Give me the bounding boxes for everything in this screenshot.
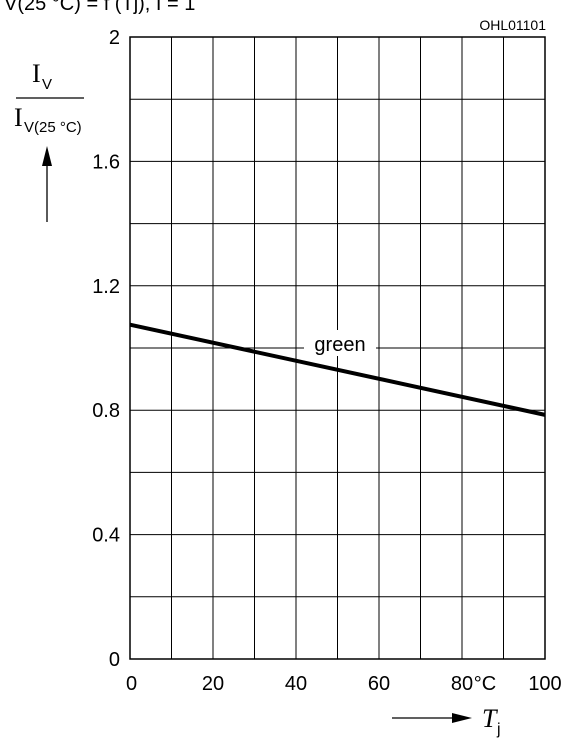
y-axis-ticks: 0 0.4 0.8 1.2 1.6 2 — [92, 27, 120, 671]
ylabel-num-sub: V — [42, 76, 52, 93]
x-axis-label: T j — [392, 704, 501, 738]
xlabel-sub: j — [496, 721, 501, 738]
x-tick-label: 60 — [368, 673, 390, 695]
x-tick-label: 80 — [451, 673, 473, 695]
ylabel-den-sub: V(25 °C) — [24, 119, 82, 136]
chart-header-text: V(25 °C) = f (Tj), I = 1 — [4, 0, 195, 15]
x-tick-label: 20 — [202, 673, 224, 695]
series-label-green: green — [314, 334, 365, 356]
xlabel-main: T — [482, 704, 498, 733]
x-tick-label: 40 — [285, 673, 307, 695]
y-tick-label: 0 — [109, 649, 120, 671]
y-axis-label: I V I V(25 °C) — [14, 59, 84, 222]
x-axis-ticks: 0 20 40 60 80 100 — [126, 673, 562, 695]
ylabel-den-main: I — [14, 103, 23, 132]
series-label-background — [304, 330, 376, 356]
x-tick-label: 100 — [528, 673, 561, 695]
y-tick-label: 0.8 — [92, 400, 120, 422]
x-tick-label: 0 — [126, 673, 137, 695]
x-unit-label: °C — [474, 673, 496, 695]
chart-code: OHL01101 — [479, 17, 546, 33]
y-tick-label: 2 — [109, 27, 120, 49]
y-tick-label: 1.6 — [92, 151, 120, 173]
series-layer: green — [129, 322, 546, 417]
ylabel-num-main: I — [32, 59, 41, 88]
series-line-green — [129, 322, 546, 417]
y-tick-label: 1.2 — [92, 276, 120, 298]
plot-frame — [129, 36, 546, 660]
xlabel-arrow-head — [452, 713, 472, 723]
y-tick-label: 0.4 — [92, 525, 120, 547]
ylabel-arrow-head — [42, 146, 52, 166]
